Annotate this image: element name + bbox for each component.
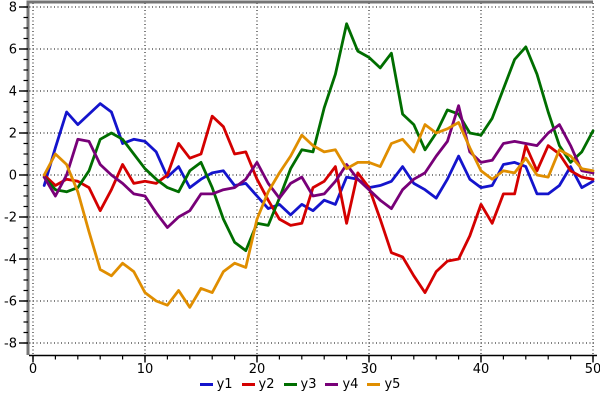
y-tick-label: 8 xyxy=(9,1,17,16)
legend-swatch-y5 xyxy=(367,383,381,386)
legend-item-y2: y2 xyxy=(241,377,275,392)
y-tick-label: 0 xyxy=(9,169,17,184)
x-tick-label: 40 xyxy=(473,362,490,377)
y-tick-label: -4 xyxy=(4,253,17,268)
y-tick-label: -8 xyxy=(4,337,17,352)
legend-label-y5: y5 xyxy=(384,377,401,392)
x-tick-label: 50 xyxy=(585,362,600,377)
y-tick-label: 2 xyxy=(9,127,17,142)
y-tick-label: -6 xyxy=(4,295,17,310)
y-tick-label: 4 xyxy=(9,85,17,100)
x-tick-label: 20 xyxy=(249,362,266,377)
legend-swatch-y2 xyxy=(241,383,255,386)
legend-item-y1: y1 xyxy=(199,377,233,392)
y-tick-label: 6 xyxy=(9,43,17,58)
legend-item-y3: y3 xyxy=(283,377,317,392)
series-line-y2 xyxy=(42,114,595,295)
series-line-y4 xyxy=(42,104,595,229)
x-tick-label: 10 xyxy=(137,362,154,377)
legend-item-y4: y4 xyxy=(325,377,358,392)
legend-label-y3: y3 xyxy=(300,377,317,392)
series-line-y3 xyxy=(42,22,595,253)
legend-swatch-y4 xyxy=(325,383,339,386)
legend-label-y1: y1 xyxy=(216,377,233,392)
legend-label-y4: y4 xyxy=(342,377,359,392)
legend-item-y5: y5 xyxy=(367,377,400,392)
series-line-y5 xyxy=(42,121,595,309)
x-tick-label: 30 xyxy=(361,362,378,377)
y-tick-label: -2 xyxy=(4,211,17,226)
x-tick-label: 0 xyxy=(29,362,37,377)
chart-legend: y1 y2 y3 y4 y5 xyxy=(0,377,600,392)
legend-swatch-y3 xyxy=(283,383,297,386)
legend-swatch-y1 xyxy=(199,383,213,386)
series-line-y1 xyxy=(42,102,595,217)
legend-label-y2: y2 xyxy=(258,377,275,392)
